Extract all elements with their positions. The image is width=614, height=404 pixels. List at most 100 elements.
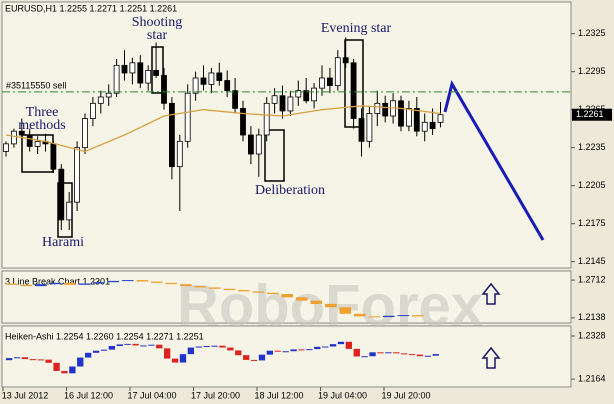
brick bbox=[93, 282, 105, 284]
candle-body bbox=[240, 108, 246, 136]
brick bbox=[77, 357, 84, 367]
box bbox=[151, 46, 164, 94]
sell-label: #35115550 sell bbox=[6, 80, 66, 90]
candle-body bbox=[34, 140, 41, 147]
brick bbox=[250, 359, 258, 361]
brick bbox=[432, 354, 439, 356]
candle-body bbox=[90, 102, 96, 119]
x-tick-label: 18 Jul 12:00 bbox=[254, 390, 303, 400]
candle-body bbox=[26, 134, 33, 147]
brick bbox=[180, 284, 192, 287]
candle-body bbox=[382, 102, 389, 117]
last-price: 1.2261 bbox=[576, 109, 604, 119]
candle-body bbox=[18, 130, 25, 136]
brick bbox=[92, 350, 100, 353]
candle-body bbox=[208, 72, 215, 85]
candle-body bbox=[342, 57, 349, 64]
candle-body bbox=[366, 113, 373, 142]
brick bbox=[424, 355, 432, 357]
brick bbox=[345, 341, 353, 349]
candle-body bbox=[279, 95, 286, 112]
brick bbox=[187, 347, 195, 355]
brick bbox=[383, 315, 395, 318]
candle-body bbox=[224, 80, 231, 92]
chart-title: EURUSD,H1 1.2255 1.2271 1.2251 1.2261 bbox=[5, 3, 177, 13]
brick bbox=[151, 281, 163, 283]
brick bbox=[179, 354, 187, 363]
candle-body bbox=[263, 102, 270, 136]
candle-body bbox=[113, 64, 120, 94]
brick bbox=[69, 366, 76, 374]
candle-body bbox=[10, 130, 17, 145]
brick bbox=[223, 288, 236, 291]
brick bbox=[140, 345, 147, 347]
brick bbox=[148, 344, 155, 346]
candle-body bbox=[358, 118, 365, 142]
brick bbox=[21, 357, 29, 360]
brick bbox=[314, 346, 321, 350]
candle-body bbox=[405, 108, 412, 127]
candle-body bbox=[105, 92, 112, 98]
candle-body bbox=[287, 96, 294, 112]
brick bbox=[385, 352, 392, 354]
brick bbox=[408, 354, 416, 356]
brick bbox=[329, 344, 337, 347]
annotation: Harami bbox=[42, 235, 84, 250]
brick bbox=[209, 287, 221, 289]
brick bbox=[108, 345, 116, 350]
brick bbox=[37, 359, 44, 361]
candle-body bbox=[184, 92, 191, 142]
x-tick-label: 19 Jul 04:00 bbox=[318, 390, 367, 400]
brick bbox=[290, 349, 297, 352]
candle-body bbox=[216, 72, 223, 81]
annotation: Evening star bbox=[320, 21, 392, 36]
brick bbox=[227, 347, 234, 351]
brick bbox=[164, 348, 171, 359]
up-arrow bbox=[481, 282, 501, 305]
brick bbox=[266, 350, 274, 355]
brick bbox=[353, 348, 360, 357]
brick bbox=[296, 297, 308, 301]
annotation: Shooting star bbox=[131, 15, 183, 43]
brick bbox=[6, 358, 13, 361]
candle-body bbox=[200, 77, 207, 85]
brick bbox=[337, 341, 345, 345]
candle-body bbox=[121, 64, 128, 74]
brick bbox=[258, 354, 266, 361]
candle-body bbox=[413, 108, 420, 132]
candle-body bbox=[168, 102, 175, 168]
brick bbox=[6, 283, 18, 285]
brick bbox=[78, 283, 91, 285]
candle-body bbox=[161, 75, 167, 104]
brick bbox=[281, 294, 294, 298]
y-tick-label: 1.2138 bbox=[578, 312, 606, 322]
brick bbox=[369, 352, 376, 357]
y-tick-label: 1.2295 bbox=[578, 66, 606, 76]
candle-body bbox=[421, 121, 428, 132]
candle-body bbox=[255, 134, 262, 155]
brick bbox=[401, 353, 408, 355]
brick bbox=[203, 345, 210, 347]
candle-body bbox=[74, 147, 80, 203]
brick bbox=[243, 355, 250, 360]
forecast-arrow bbox=[443, 80, 545, 241]
brick bbox=[29, 359, 37, 361]
brick bbox=[306, 349, 313, 351]
brick bbox=[235, 350, 242, 356]
brick bbox=[122, 280, 134, 282]
candle-body bbox=[303, 90, 310, 102]
candle-body bbox=[50, 143, 57, 170]
brick bbox=[298, 349, 305, 351]
brick bbox=[45, 359, 52, 363]
brick bbox=[61, 370, 68, 374]
brick bbox=[53, 362, 60, 371]
candle-body bbox=[271, 95, 278, 104]
candle-body bbox=[176, 140, 183, 168]
box bbox=[264, 129, 285, 182]
brick bbox=[100, 349, 108, 351]
candle-body bbox=[326, 77, 333, 86]
brick bbox=[85, 352, 92, 358]
brick bbox=[368, 316, 381, 318]
y-tick-label: 1.2205 bbox=[578, 180, 606, 190]
